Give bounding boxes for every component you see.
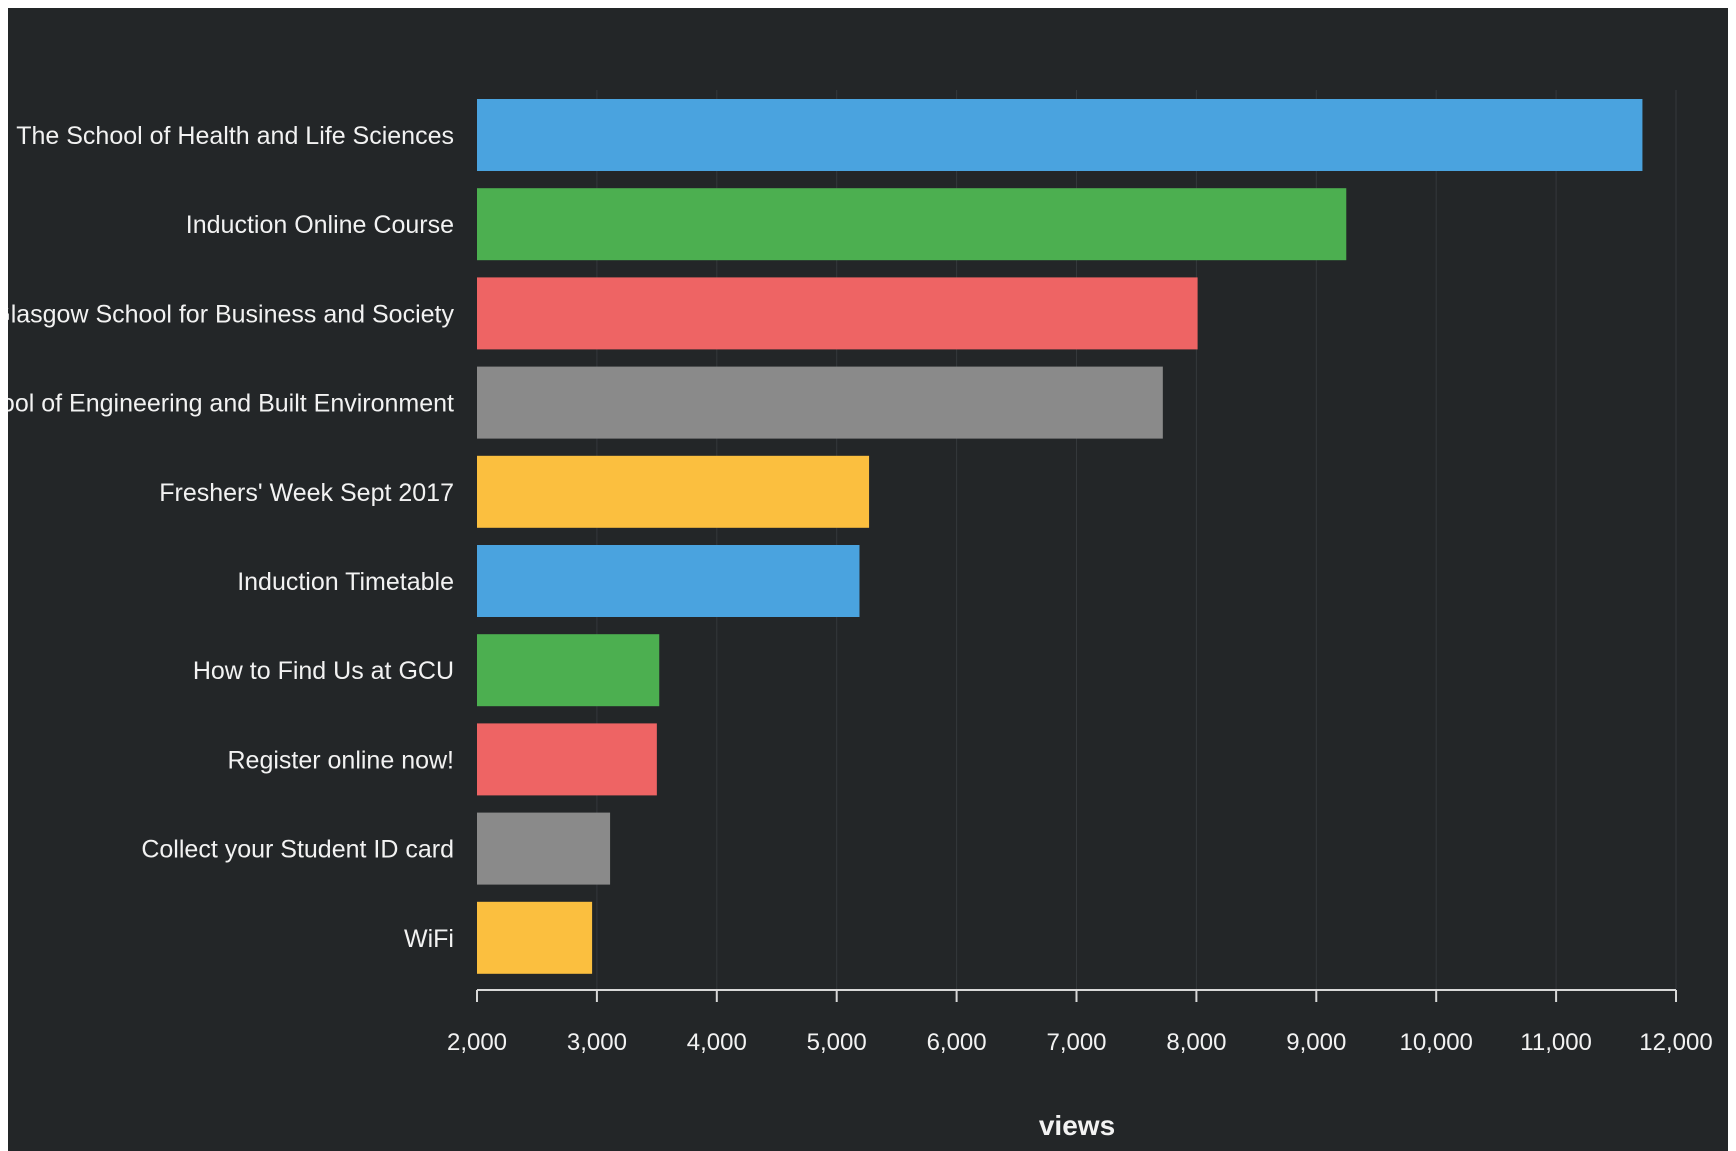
bar: [477, 455, 870, 528]
bar: [477, 812, 611, 885]
x-tick-label: 10,000: [1399, 1029, 1472, 1056]
category-label: Induction Timetable: [237, 568, 454, 596]
category-label: The School of Engineering and Built Envi…: [8, 390, 454, 418]
category-label: Induction Online Course: [186, 211, 454, 239]
x-tick-label: 9,000: [1286, 1029, 1346, 1056]
x-tick-label: 8,000: [1166, 1029, 1226, 1056]
x-tick-label: 5,000: [807, 1029, 867, 1056]
x-tick-label: 4,000: [687, 1029, 747, 1056]
x-tick-label: 7,000: [1046, 1029, 1106, 1056]
bar-chart: The School of Health and Life Sciences In…: [8, 90, 1713, 1141]
bar: [477, 634, 660, 707]
category-label: Glasgow School for Business and Society: [8, 300, 454, 328]
bar: [477, 366, 1163, 439]
bars: [477, 99, 1643, 974]
chart-panel: The School of Health and Life Sciences In…: [8, 8, 1728, 1151]
category-label: WiFi: [404, 925, 454, 953]
bar: [477, 545, 860, 617]
bar: [477, 901, 593, 974]
bar: [477, 277, 1198, 350]
category-label: Register online now!: [227, 746, 454, 774]
x-axis: 2,000 3,000 4,000 5,000 6,000 7,000 8,000 9,000…: [447, 989, 1713, 1056]
category-label: How to Find Us at GCU: [193, 657, 454, 685]
bar: [477, 99, 1643, 171]
bar: [477, 188, 1347, 261]
x-tick-label: 6,000: [927, 1029, 987, 1056]
x-tick-label: 11,000: [1520, 1029, 1592, 1056]
x-tick-label: 3,000: [567, 1029, 627, 1056]
category-labels: The School of Health and Life Sciences In…: [8, 122, 454, 953]
x-axis-title: views: [1039, 1110, 1115, 1141]
category-label: Collect your Student ID card: [141, 836, 454, 864]
category-label: The School of Health and Life Sciences: [16, 122, 454, 150]
x-tick-label: 12,000: [1639, 1029, 1712, 1056]
x-tick-label: 2,000: [447, 1029, 507, 1056]
category-label: Freshers' Week Sept 2017: [159, 479, 454, 507]
bar: [477, 723, 657, 796]
